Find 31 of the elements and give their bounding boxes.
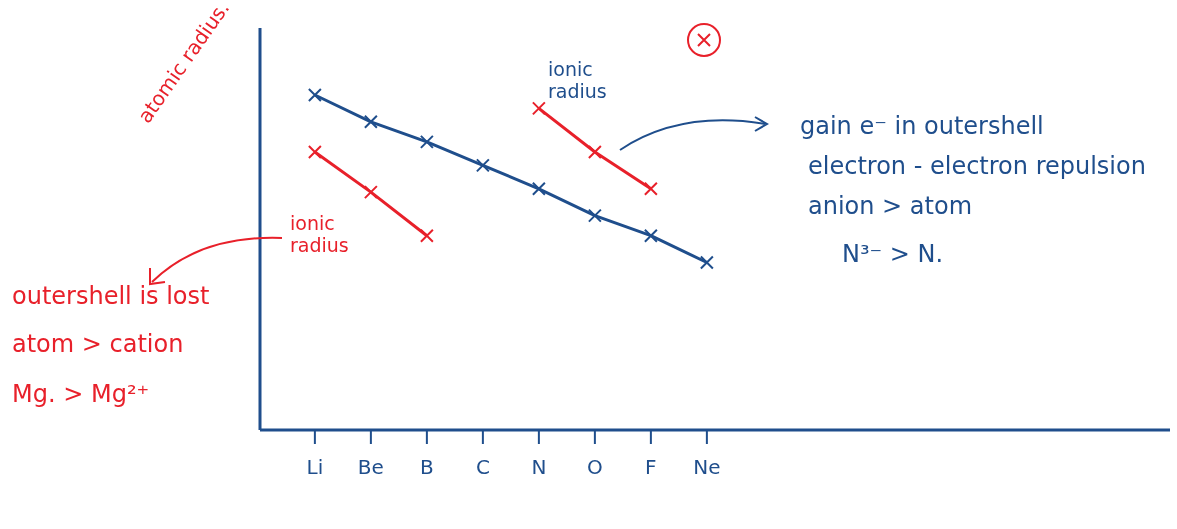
x-tick-label: B — [420, 455, 434, 480]
x-tick-label: Be — [357, 455, 384, 480]
point — [587, 144, 602, 159]
point — [419, 134, 434, 149]
x-tick-label: Li — [306, 455, 324, 480]
text: outershell is lost — [12, 282, 210, 310]
x-tick-label: F — [645, 455, 657, 480]
point — [363, 114, 378, 129]
point — [419, 228, 434, 243]
point — [643, 181, 658, 196]
text: N³⁻ > N. — [842, 240, 944, 268]
x-tick-label: N — [531, 455, 547, 480]
series-label: ionic radius — [548, 58, 608, 102]
x-tick-label: O — [587, 455, 603, 480]
text: anion > atom — [808, 192, 973, 220]
point — [475, 158, 490, 173]
text: Mg. > Mg²⁺ — [12, 380, 150, 408]
text: atom > cation — [12, 330, 184, 358]
x-tick-label: Ne — [693, 455, 721, 480]
point — [531, 101, 546, 116]
point — [307, 144, 322, 159]
point — [307, 88, 322, 102]
series-label: ionic radius — [290, 212, 350, 256]
x-tick-label: C — [475, 455, 490, 480]
point — [587, 208, 602, 223]
point — [643, 228, 658, 243]
point — [699, 255, 714, 270]
point — [531, 181, 546, 196]
point — [363, 185, 378, 200]
text: electron - electron repulsion — [808, 152, 1146, 180]
text: gain e⁻ in outershell — [800, 112, 1044, 140]
